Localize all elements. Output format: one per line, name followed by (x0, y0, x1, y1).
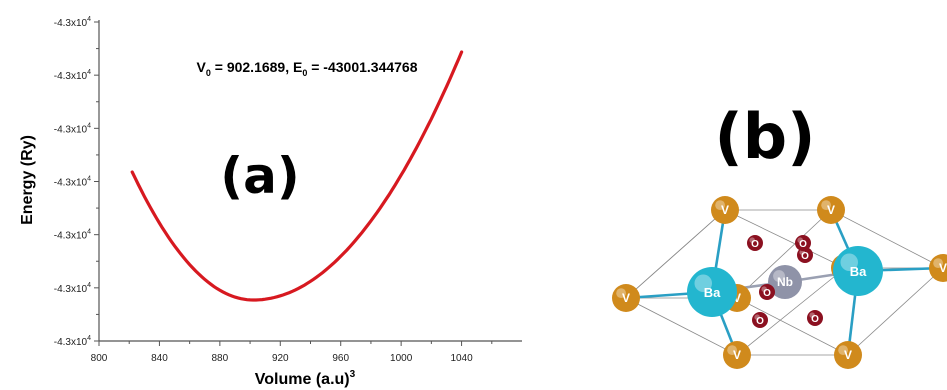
svg-text:O: O (756, 316, 764, 327)
svg-text:Ba: Ba (704, 285, 721, 300)
x-axis-title-text: Volume (a.u) (255, 371, 350, 388)
eos-chart: 800 840 880 920 960 1000 1040 -4.3x104-4.3x104… (19, 16, 522, 388)
y-tick-label: -4.3x104 (54, 229, 91, 242)
atom-o: O (807, 310, 823, 326)
x-axis-title: Volume (a.u)3 (255, 369, 356, 388)
svg-text:Nb: Nb (777, 275, 793, 289)
svg-text:O: O (801, 251, 809, 262)
y-axis-title: Energy (Ry) (19, 135, 36, 225)
atom-o: O (747, 235, 763, 251)
svg-text:V: V (827, 203, 835, 217)
svg-text:V: V (721, 203, 729, 217)
svg-text:O: O (799, 239, 807, 250)
atom-v: V (711, 196, 739, 224)
svg-text:V: V (733, 348, 741, 362)
x-tick-label: 960 (332, 353, 349, 364)
svg-text:V: V (939, 261, 947, 275)
atom-v: V (929, 254, 947, 282)
svg-text:O: O (763, 288, 771, 299)
svg-text:V: V (622, 291, 630, 305)
svg-text:O: O (751, 239, 759, 250)
atom-v: V (612, 284, 640, 312)
atom-nb: Nb (768, 265, 802, 299)
atom-o: O (795, 235, 811, 251)
panel-label-a: (a) (220, 147, 299, 205)
atom-v: V (817, 196, 845, 224)
x-tick-label: 800 (91, 353, 108, 364)
atom-o: O (759, 284, 775, 300)
atom-o: O (752, 312, 768, 328)
y-ticks: -4.3x104 -4.3x104 -4.3x104 -4.3x104 -4.3x104… (54, 16, 99, 348)
atom-ba: Ba (833, 246, 883, 296)
eos-fit-annotation: V0 = 902.1689, E0 = -43001.344768 (197, 59, 418, 78)
svg-text:O: O (811, 314, 819, 325)
y-tick-label: -4.3x104 (54, 122, 91, 135)
crystal-structure: (b) VVVVVVVVBaBaNbOOOOOO (612, 100, 947, 369)
x-ticks: 800 840 880 920 960 1000 1040 (91, 341, 493, 364)
atom-v: V (834, 341, 862, 369)
x-tick-label: 920 (272, 353, 289, 364)
y-tick-label: -4.3x104 (54, 282, 91, 295)
y-tick-label: -4.3x104 (54, 176, 91, 189)
svg-text:V: V (733, 291, 741, 305)
svg-text:Ba: Ba (850, 264, 867, 279)
atoms: VVVVVVVVBaBaNbOOOOOO (612, 196, 947, 369)
y-tick-label: -4.3x104 (54, 16, 91, 29)
x-axis-title-superscript: 3 (350, 369, 356, 380)
y-tick-label: -4.3x104 (54, 69, 91, 82)
panel-label-b: (b) (714, 100, 815, 173)
svg-text:V: V (844, 348, 852, 362)
energy-volume-curve (130, 50, 464, 302)
x-tick-label: 880 (212, 353, 229, 364)
x-tick-label: 1040 (450, 353, 473, 364)
y-tick-label: -4.3x104 (54, 335, 91, 348)
atom-v: V (723, 341, 751, 369)
atom-ba: Ba (687, 267, 737, 317)
x-tick-label: 840 (151, 353, 168, 364)
x-tick-label: 1000 (390, 353, 413, 364)
